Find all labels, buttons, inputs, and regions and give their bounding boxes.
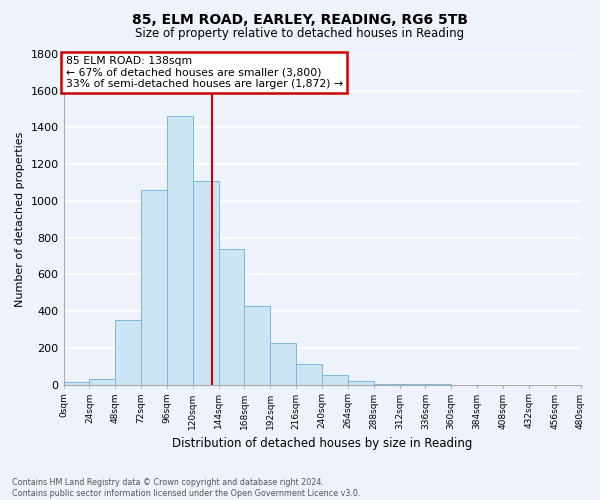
Bar xyxy=(271,344,296,384)
X-axis label: Distribution of detached houses by size in Reading: Distribution of detached houses by size … xyxy=(172,437,472,450)
Text: Size of property relative to detached houses in Reading: Size of property relative to detached ho… xyxy=(136,28,464,40)
Bar xyxy=(348,381,374,384)
Y-axis label: Number of detached properties: Number of detached properties xyxy=(15,132,25,307)
Text: Contains HM Land Registry data © Crown copyright and database right 2024.
Contai: Contains HM Land Registry data © Crown c… xyxy=(12,478,361,498)
Bar xyxy=(218,248,244,384)
Bar xyxy=(141,190,167,384)
Bar xyxy=(167,116,193,384)
Text: 85, ELM ROAD, EARLEY, READING, RG6 5TB: 85, ELM ROAD, EARLEY, READING, RG6 5TB xyxy=(132,12,468,26)
Bar xyxy=(193,181,218,384)
Bar xyxy=(296,364,322,384)
Bar xyxy=(115,320,141,384)
Text: 85 ELM ROAD: 138sqm
← 67% of detached houses are smaller (3,800)
33% of semi-det: 85 ELM ROAD: 138sqm ← 67% of detached ho… xyxy=(65,56,343,89)
Bar xyxy=(322,374,348,384)
Bar xyxy=(64,382,89,384)
Bar xyxy=(89,379,115,384)
Bar xyxy=(244,306,271,384)
